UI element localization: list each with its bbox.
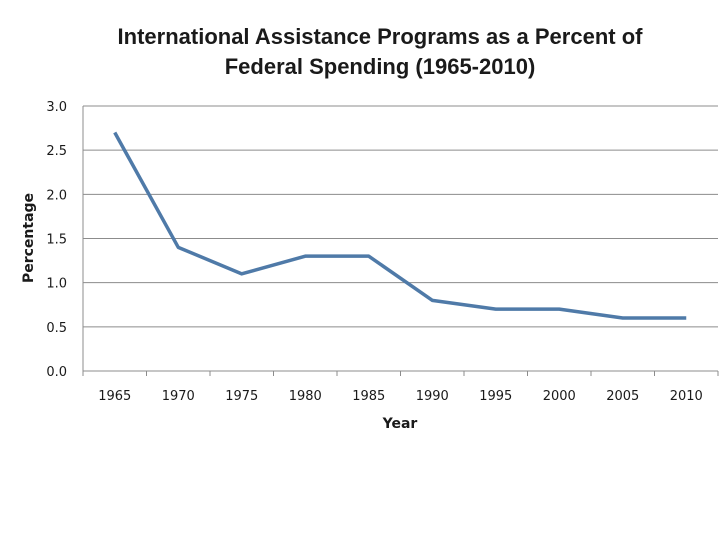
x-tick-label: 1995 — [479, 389, 512, 404]
x-tick-label: 1980 — [289, 389, 322, 404]
y-tick-label: 2.5 — [46, 144, 67, 159]
x-tick-label: 2005 — [606, 389, 639, 404]
x-tick-label: 1965 — [98, 389, 131, 404]
series-line — [113, 131, 687, 320]
y-tick-label: 1.5 — [46, 233, 67, 248]
y-tick-label: 3.0 — [46, 100, 67, 115]
y-tick-label: 1.0 — [46, 277, 67, 292]
axis-labels: Year Percentage 0.0 0.5 1.0 1.5 2.0 2.5 3.0 196… — [21, 100, 703, 432]
y-tick-label: 0.5 — [46, 321, 67, 336]
axes — [82, 106, 719, 376]
chart-title-line-2: Federal Spending (1965-2010) — [224, 54, 536, 79]
series — [113, 131, 687, 320]
x-tick-label: 2010 — [670, 389, 703, 404]
y-tick-label: 0.0 — [46, 365, 67, 380]
gridlines — [83, 105, 718, 328]
x-tick-label: 1990 — [416, 389, 449, 404]
x-tick-label: 1970 — [162, 389, 195, 404]
y-tick-label: 2.0 — [46, 188, 67, 203]
x-axis-title: Year — [382, 416, 418, 432]
x-tick-label: 2000 — [543, 389, 576, 404]
chart-title-line-1: International Assistance Programs as a P… — [117, 24, 643, 49]
x-tick-label: 1975 — [225, 389, 258, 404]
chart-title: International Assistance Programs as a P… — [60, 22, 700, 82]
x-tick-label: 1985 — [352, 389, 385, 404]
y-axis-title: Percentage — [21, 193, 37, 283]
